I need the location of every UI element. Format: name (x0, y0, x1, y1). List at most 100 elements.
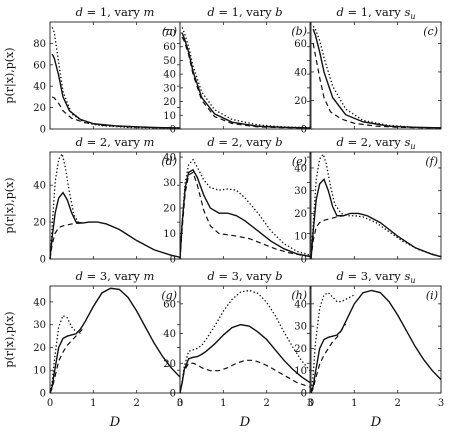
panel-title: d = 1, vary m (76, 5, 155, 19)
y-tick-label: 0 (40, 125, 46, 136)
x-tick-label: 3 (438, 398, 444, 409)
y-tick-label: 60 (163, 299, 176, 310)
x-tick-label: 2 (394, 398, 400, 409)
panel-frame (179, 285, 311, 394)
x-tick-label: 1 (220, 398, 226, 409)
y-tick-label: 0 (301, 389, 307, 400)
x-tick-label: 0 (47, 398, 53, 409)
y-tick-label: 40 (33, 82, 46, 93)
panel-frame (179, 151, 311, 260)
series-solid (310, 178, 442, 260)
x-tick-label: 0 (177, 398, 183, 409)
series-dashed (310, 323, 347, 394)
series-dotted (179, 289, 311, 394)
panel-letter: (h) (291, 289, 307, 302)
y-tick-label: 10 (163, 111, 176, 122)
x-axis-label: D (370, 415, 382, 430)
y-tick-label: 60 (294, 39, 307, 50)
x-tick-label: 3 (177, 398, 183, 409)
y-tick-label: 20 (294, 209, 307, 220)
panel-frame (310, 151, 442, 260)
panel-a: d = 1, vary m (a) 0 20 40 60 80 (33, 5, 181, 136)
x-tick-label: 1 (90, 398, 96, 409)
y-tick-label: 10 (163, 229, 176, 240)
y-tick-label: 40 (294, 163, 307, 174)
y-tick-label: 30 (163, 178, 176, 189)
panel-frame (310, 285, 442, 394)
panel-frame (49, 21, 181, 130)
series-dashed (49, 326, 86, 394)
y-tick-label: 20 (294, 96, 307, 107)
y-tick-label: 20 (163, 204, 176, 215)
y-tick-label: 0 (170, 389, 176, 400)
y-axis-label: p(r|x),p(x) (3, 177, 17, 233)
y-tick-label: 10 (294, 232, 307, 243)
x-tick-label: 2 (263, 398, 269, 409)
y-tick-label: 20 (33, 218, 46, 229)
panel-title: d = 3, vary su (336, 269, 415, 285)
y-tick-label: 20 (163, 97, 176, 108)
panel-f: d = 2, vary su (f) 0 10 20 30 40 (294, 135, 442, 266)
y-tick-label: 20 (163, 359, 176, 370)
series-dashed (312, 43, 442, 129)
x-tick-label: 2 (133, 398, 139, 409)
y-tick-label: 40 (33, 181, 46, 192)
y-tick-label: 50 (163, 56, 176, 67)
y-axis-label: p(r|x),p(x) (3, 47, 17, 103)
series-solid (312, 28, 442, 129)
y-tick-label: 40 (163, 329, 176, 340)
series-dotted (310, 152, 442, 260)
panel-letter: (c) (423, 25, 438, 38)
panel-title: d = 3, vary m (76, 269, 155, 283)
series-solid (49, 287, 181, 394)
panel-c: d = 1, vary su (c) 0 20 40 60 (294, 5, 442, 136)
series-dotted (49, 314, 81, 394)
series-dashed (310, 215, 344, 260)
y-tick-label: 20 (33, 103, 46, 114)
y-tick-label: 30 (33, 320, 46, 331)
y-tick-label: 80 (33, 39, 46, 50)
panel-frame (49, 285, 181, 394)
series-dashed (179, 171, 311, 260)
y-axis-labels: p(r|x),p(x) p(r|x),p(x) p(r|x),p(x) (3, 47, 17, 367)
panel-title: d = 3, vary b (207, 269, 282, 283)
panel-frame (310, 21, 442, 130)
series-dotted (49, 152, 83, 260)
y-tick-label: 60 (163, 42, 176, 53)
series-solid (49, 191, 181, 260)
panel-letter: (e) (292, 155, 307, 168)
series-solid (179, 168, 311, 260)
panel-letter: (d) (161, 155, 177, 168)
y-tick-label: 10 (294, 366, 307, 377)
x-axis-label: D (239, 415, 251, 430)
panel-letter: (i) (426, 289, 438, 302)
y-tick-label: 30 (294, 322, 307, 333)
y-tick-label: 20 (33, 343, 46, 354)
panel-h: d = 3, vary b (h) 0 20 40 60 0 1 2 3 (163, 269, 313, 409)
series-dotted (181, 27, 311, 129)
y-tick-label: 40 (294, 299, 307, 310)
series-dashed (179, 359, 311, 394)
panel-b: d = 1, vary b (b) 0 10 20 30 40 50 60 70 (163, 5, 311, 136)
y-tick-label: 20 (294, 344, 307, 355)
y-tick-label: 0 (170, 255, 176, 266)
series-solid (179, 323, 311, 394)
y-tick-label: 40 (163, 70, 176, 81)
series-dashed (49, 222, 83, 260)
series-dotted (312, 25, 442, 129)
y-tick-label: 40 (33, 297, 46, 308)
y-tick-label: 0 (301, 125, 307, 136)
series-dotted (179, 158, 311, 260)
y-tick-label: 0 (170, 125, 176, 136)
x-tick-label: 1 (351, 398, 357, 409)
series-dashed (181, 36, 311, 129)
panel-title: d = 2, vary m (76, 135, 155, 149)
series-dashed (51, 96, 181, 129)
panel-e: d = 2, vary b (e) 0 10 20 30 40 (163, 135, 311, 266)
y-tick-label: 0 (40, 389, 46, 400)
y-tick-label: 40 (163, 153, 176, 164)
y-tick-label: 70 (163, 28, 176, 39)
